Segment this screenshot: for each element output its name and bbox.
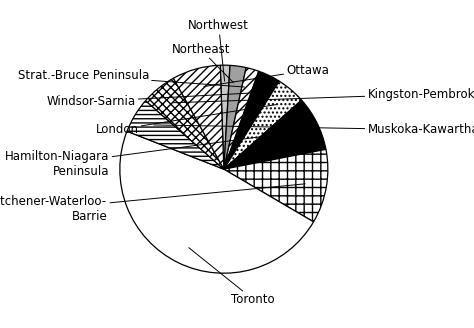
Text: Muskoka-Kawarthas: Muskoka-Kawarthas bbox=[154, 123, 474, 136]
Text: Hamilton-Niagara
Peninsula: Hamilton-Niagara Peninsula bbox=[5, 132, 298, 178]
Text: Windsor-Sarnia: Windsor-Sarnia bbox=[46, 92, 258, 108]
Wedge shape bbox=[173, 65, 224, 169]
Text: London: London bbox=[96, 105, 276, 136]
Wedge shape bbox=[120, 131, 314, 273]
Text: Toronto: Toronto bbox=[189, 248, 275, 306]
Wedge shape bbox=[224, 68, 259, 169]
Wedge shape bbox=[224, 65, 246, 169]
Wedge shape bbox=[146, 78, 224, 169]
Wedge shape bbox=[224, 71, 279, 169]
Text: Strat.-Bruce Peninsula: Strat.-Bruce Peninsula bbox=[18, 69, 245, 87]
Wedge shape bbox=[224, 149, 328, 222]
Text: Ottawa: Ottawa bbox=[204, 64, 329, 87]
Wedge shape bbox=[127, 101, 224, 169]
Wedge shape bbox=[220, 65, 230, 169]
Wedge shape bbox=[224, 81, 301, 169]
Text: Northeast: Northeast bbox=[172, 43, 234, 83]
Text: Kitchener-Waterloo-
Barrie: Kitchener-Waterloo- Barrie bbox=[0, 184, 305, 223]
Wedge shape bbox=[224, 100, 326, 169]
Text: Northwest: Northwest bbox=[188, 19, 249, 81]
Text: Kingston-Pembroke: Kingston-Pembroke bbox=[173, 88, 474, 103]
